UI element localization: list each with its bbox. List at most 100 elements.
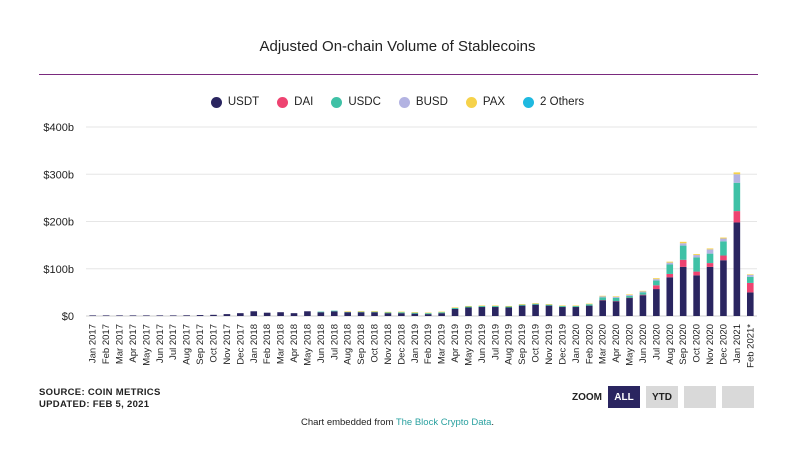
- bar-busd[interactable]: [666, 262, 674, 265]
- bar-usdt[interactable]: [357, 312, 365, 316]
- bar-usdt[interactable]: [317, 312, 325, 316]
- bar-busd[interactable]: [639, 291, 647, 293]
- bar-usdc[interactable]: [478, 306, 486, 308]
- bar-usdt[interactable]: [102, 315, 110, 316]
- bar-usdc[interactable]: [720, 241, 727, 256]
- bar-pax[interactable]: [639, 290, 647, 292]
- bar-usdt[interactable]: [465, 307, 472, 316]
- bar-usdt[interactable]: [733, 222, 741, 316]
- bar-usdt[interactable]: [210, 314, 217, 316]
- bar-usdc[interactable]: [693, 257, 700, 272]
- bar-usdc[interactable]: [559, 306, 566, 308]
- bar-usdt[interactable]: [371, 312, 378, 316]
- bar-usdt[interactable]: [250, 311, 258, 316]
- bar-pax[interactable]: [653, 278, 660, 280]
- bar-usdt[interactable]: [720, 260, 727, 316]
- bar-pax[interactable]: [371, 311, 378, 312]
- bar-dai[interactable]: [693, 271, 700, 276]
- bar-usdc[interactable]: [585, 304, 593, 306]
- bar-dai[interactable]: [706, 263, 714, 267]
- bar-usdt[interactable]: [330, 311, 338, 316]
- bar-usdt[interactable]: [263, 312, 271, 316]
- bar-usdt[interactable]: [304, 311, 311, 316]
- bar-usdt[interactable]: [129, 315, 137, 316]
- bar-dai[interactable]: [679, 259, 687, 267]
- bar-busd[interactable]: [626, 294, 633, 296]
- bar-pax[interactable]: [384, 311, 392, 313]
- bar-busd[interactable]: [733, 174, 741, 183]
- legend-item-2-others[interactable]: 2 Others: [523, 96, 584, 108]
- bar-usdc[interactable]: [653, 280, 660, 286]
- bar-usdc[interactable]: [465, 306, 472, 308]
- bar-busd[interactable]: [599, 296, 606, 298]
- bar-usdc[interactable]: [666, 264, 674, 274]
- bar-usdt[interactable]: [653, 289, 660, 316]
- bar-usdt[interactable]: [478, 307, 486, 316]
- zoom-option-button-3[interactable]: [684, 386, 716, 408]
- bar-usdc[interactable]: [518, 304, 526, 306]
- bar-pax[interactable]: [585, 303, 593, 305]
- bar-usdc[interactable]: [424, 313, 432, 315]
- bar-pax[interactable]: [505, 305, 513, 307]
- bar-pax[interactable]: [424, 312, 432, 314]
- bar-pax[interactable]: [451, 307, 459, 308]
- bar-pax[interactable]: [706, 248, 714, 250]
- bar-usdc[interactable]: [451, 307, 459, 309]
- bar-busd[interactable]: [679, 243, 687, 246]
- bar-usdc[interactable]: [371, 311, 378, 313]
- bar-pax[interactable]: [518, 304, 526, 305]
- bar-pax[interactable]: [572, 305, 580, 307]
- bar-busd[interactable]: [693, 255, 700, 258]
- bar-usdt[interactable]: [572, 307, 580, 316]
- legend-item-busd[interactable]: BUSD: [398, 96, 448, 108]
- bar-usdc[interactable]: [411, 312, 419, 314]
- bar-usdt[interactable]: [746, 292, 754, 316]
- bar-pax[interactable]: [492, 305, 499, 307]
- bar-usdc[interactable]: [505, 306, 513, 308]
- bar-usdt[interactable]: [518, 305, 526, 316]
- bar-usdc[interactable]: [492, 306, 499, 308]
- bar-pax[interactable]: [411, 312, 419, 313]
- bar-usdt[interactable]: [639, 295, 647, 316]
- bar-usdc[interactable]: [746, 276, 754, 283]
- bar-usdt[interactable]: [693, 275, 700, 316]
- bar-usdt[interactable]: [169, 315, 177, 316]
- bar-pax[interactable]: [344, 311, 351, 312]
- bar-pax[interactable]: [733, 172, 741, 175]
- bar-pax[interactable]: [478, 305, 486, 307]
- bar-pax[interactable]: [545, 304, 553, 305]
- bar-usdt[interactable]: [116, 315, 123, 316]
- bar-usdc[interactable]: [398, 312, 405, 314]
- bar-usdc[interactable]: [317, 311, 325, 313]
- bar-usdt[interactable]: [545, 305, 553, 316]
- bar-usdt[interactable]: [223, 314, 231, 316]
- bar-pax[interactable]: [398, 311, 405, 313]
- bar-usdc[interactable]: [572, 306, 580, 308]
- bar-usdc[interactable]: [612, 297, 620, 302]
- bar-usdt[interactable]: [532, 304, 539, 316]
- bar-usdc[interactable]: [330, 310, 338, 312]
- bar-usdt[interactable]: [505, 307, 513, 316]
- bar-usdt[interactable]: [237, 313, 244, 316]
- bar-usdt[interactable]: [626, 298, 633, 316]
- bar-usdt[interactable]: [451, 308, 459, 316]
- bar-usdc[interactable]: [706, 253, 714, 264]
- bar-usdc[interactable]: [639, 292, 647, 295]
- bar-usdt[interactable]: [143, 315, 150, 316]
- bar-usdt[interactable]: [679, 266, 687, 316]
- legend-item-usdt[interactable]: USDT: [210, 96, 259, 108]
- bar-usdt[interactable]: [411, 313, 419, 316]
- bar-pax[interactable]: [357, 311, 365, 312]
- bar-pax[interactable]: [626, 294, 633, 295]
- bar-usdt[interactable]: [706, 266, 714, 316]
- zoom-ytd-button[interactable]: YTD: [646, 386, 678, 408]
- bar-usdt[interactable]: [599, 300, 606, 316]
- legend-item-pax[interactable]: PAX: [465, 96, 505, 108]
- bar-usdt[interactable]: [384, 313, 392, 316]
- bar-usdc[interactable]: [438, 312, 445, 314]
- bar-usdt[interactable]: [183, 315, 190, 316]
- bar-usdc[interactable]: [679, 245, 687, 260]
- bar-pax[interactable]: [693, 254, 700, 256]
- bar-dai[interactable]: [653, 285, 660, 290]
- bar-busd[interactable]: [653, 279, 660, 281]
